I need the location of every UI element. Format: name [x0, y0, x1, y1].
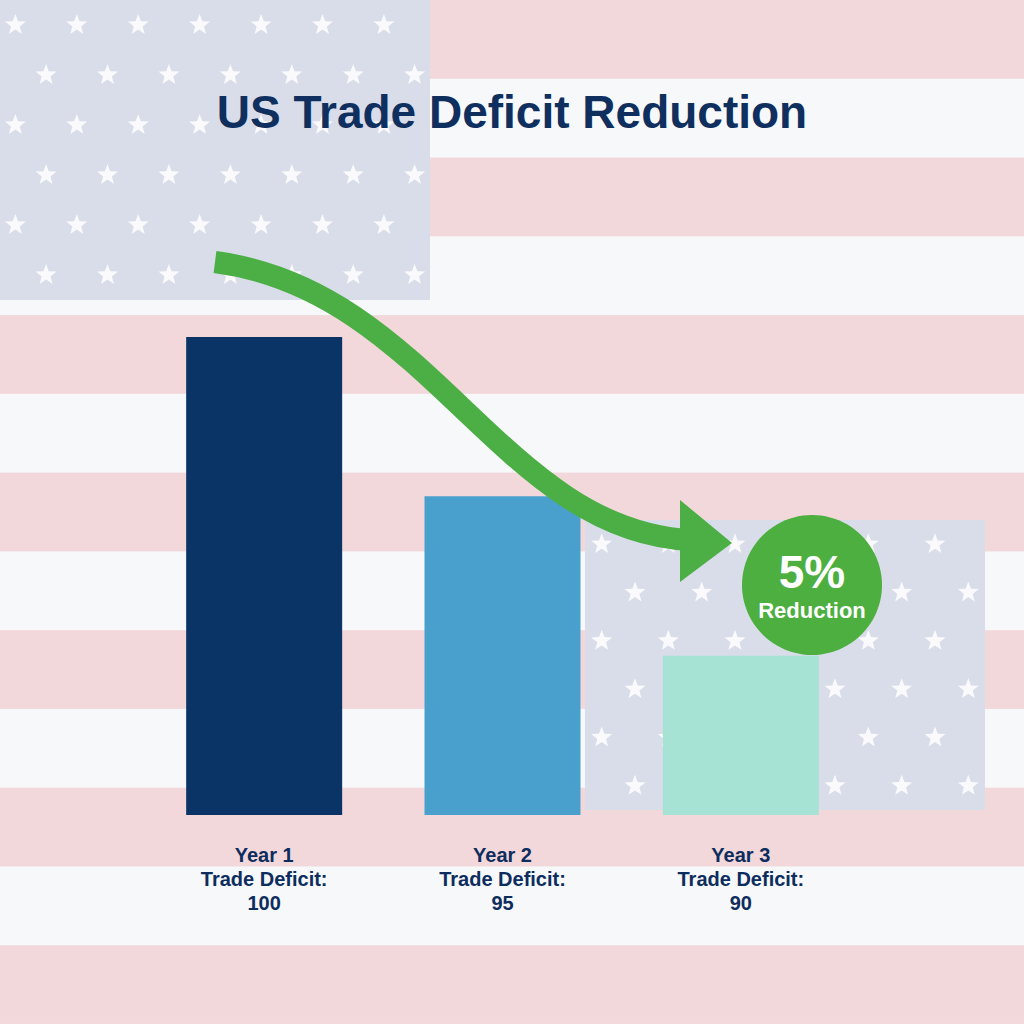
svg-text:90: 90 [730, 892, 752, 914]
svg-text:Trade Deficit:: Trade Deficit: [677, 868, 804, 890]
svg-text:US Trade Deficit Reduction: US Trade Deficit Reduction [217, 86, 807, 138]
svg-text:Year 1: Year 1 [235, 844, 294, 866]
svg-text:95: 95 [491, 892, 513, 914]
svg-text:5%: 5% [779, 546, 845, 598]
svg-text:Year 2: Year 2 [473, 844, 532, 866]
svg-text:Reduction: Reduction [758, 598, 866, 623]
svg-text:Year 3: Year 3 [711, 844, 770, 866]
svg-text:Trade Deficit:: Trade Deficit: [439, 868, 566, 890]
svg-text:100: 100 [247, 892, 280, 914]
svg-text:Trade Deficit:: Trade Deficit: [201, 868, 328, 890]
